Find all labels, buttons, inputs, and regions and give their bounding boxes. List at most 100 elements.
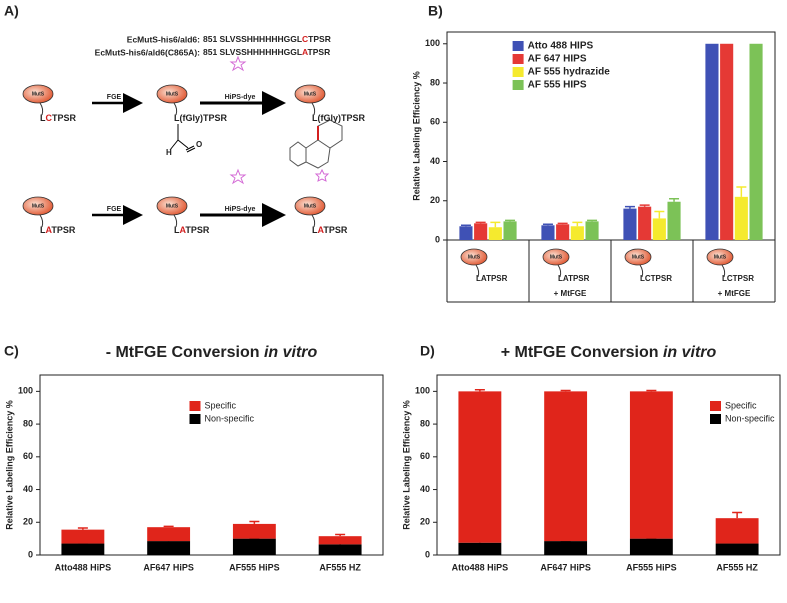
error-bar <box>654 210 665 219</box>
error-bar <box>587 219 598 222</box>
linker <box>173 214 178 228</box>
x-tick-label: AF647 HiPS <box>143 562 194 572</box>
muts-icon <box>22 196 54 216</box>
linker <box>39 214 44 228</box>
legend-swatch <box>512 54 524 64</box>
error-bar <box>474 388 485 392</box>
bar <box>720 43 734 240</box>
linker <box>39 102 44 116</box>
label-part: L <box>174 225 180 235</box>
y-tick-label: 80 <box>23 418 33 428</box>
error-bar <box>732 511 743 519</box>
x-tick-label: LCTPSR <box>722 274 754 283</box>
bar-segment <box>318 536 362 545</box>
bar-segment <box>61 529 105 544</box>
reagent-label: HiPS-dye <box>225 206 256 213</box>
y-tick-label: 0 <box>28 549 33 559</box>
muts-icon <box>22 84 54 104</box>
bar <box>667 201 681 240</box>
bar-segment <box>232 538 276 555</box>
y-tick-label: 40 <box>420 484 430 494</box>
label-part: TPSR <box>308 34 331 44</box>
muts-label: MutS <box>32 203 45 209</box>
x-tick-label: AF555 HiPS <box>626 562 677 572</box>
title-emphasis: in vitro <box>264 344 318 361</box>
bar-segment <box>715 518 759 544</box>
legend-label: Specific <box>205 400 237 410</box>
bar-segment <box>147 527 191 542</box>
muts-label: MutS <box>468 254 481 260</box>
chart-title: - MtFGE Conversion in vitro <box>106 344 318 361</box>
muts-label: MutS <box>632 254 645 260</box>
legend-swatch <box>512 41 524 51</box>
title-text: - MtFGE Conversion <box>106 344 260 361</box>
x-tick-label: AF555 HZ <box>716 562 758 572</box>
muts-label: MutS <box>166 91 179 97</box>
bar-segment <box>61 543 105 555</box>
dye-star <box>229 55 247 72</box>
legend-swatch <box>710 414 721 424</box>
muts-label: MutS <box>714 254 727 260</box>
chart-title: + MtFGE Conversion in vitro <box>501 344 717 361</box>
bar-segment <box>629 538 673 555</box>
enzyme-label: FGE <box>107 206 122 213</box>
error-bar <box>560 389 571 392</box>
linker <box>475 264 480 278</box>
bar-segment <box>544 391 588 542</box>
atom-label: H <box>166 148 172 157</box>
bar-segment <box>544 541 588 555</box>
bar <box>623 208 637 240</box>
muts-icon <box>294 84 326 104</box>
label-part: 851 SLVSSHHHHHHGGL <box>203 34 302 44</box>
scheme <box>92 55 343 227</box>
label-part: A <box>180 225 187 235</box>
x-tick-label: AF647 HiPS <box>540 562 591 572</box>
muts-icon <box>156 84 188 104</box>
bar-segment <box>458 542 502 555</box>
linker <box>557 264 562 278</box>
label-part: L <box>40 113 46 123</box>
title-text: + MtFGE Conversion <box>501 344 659 361</box>
error-bar <box>736 186 747 197</box>
category-note: + MtFGE <box>554 289 587 298</box>
muts-label: MutS <box>166 203 179 209</box>
legend-swatch <box>189 401 201 411</box>
y-tick-label: 100 <box>415 386 430 396</box>
y-tick-label: 20 <box>23 517 33 527</box>
label-part: L <box>312 225 318 235</box>
y-tick-label: 80 <box>430 77 440 87</box>
error-bar <box>669 198 680 202</box>
x-tick-label: LATPSR <box>558 274 590 283</box>
label: L(fGly)TPSR <box>312 113 365 123</box>
label-part: TPSR <box>51 225 76 235</box>
muts-label: MutS <box>550 254 563 260</box>
y-tick-label: 40 <box>430 156 440 166</box>
label-part: 851 SLVSSHHHHHHGGL <box>203 47 302 57</box>
legend-label: Atto 488 HIPS <box>528 41 594 52</box>
label: LCTPSR <box>40 113 77 123</box>
label: LATPSR <box>40 225 76 235</box>
error-bar <box>542 223 553 226</box>
panel-label: B) <box>428 3 443 19</box>
bar <box>488 227 502 240</box>
label-part: TPSR <box>323 225 348 235</box>
label-part: C <box>46 113 53 123</box>
aldehyde-bonds <box>169 124 196 153</box>
y-axis-label: Relative Labeling Efficiency % <box>411 71 421 201</box>
muts-label: MutS <box>32 91 45 97</box>
bar <box>474 223 488 240</box>
y-tick-label: 0 <box>425 549 430 559</box>
legend-swatch <box>710 401 721 411</box>
error-bar <box>490 221 501 228</box>
label: L(fGly)TPSR <box>174 113 227 123</box>
label-part: A <box>46 225 53 235</box>
bar <box>749 43 763 240</box>
label-part: L(fGly)TPSR <box>174 113 227 123</box>
legend-label: AF 555 hydrazide <box>528 67 611 78</box>
bar-segment <box>629 391 673 539</box>
bar <box>459 226 473 240</box>
y-axis-label: Relative Labeling Efficiency % <box>4 400 14 530</box>
y-tick-label: 20 <box>430 195 440 205</box>
error-bar <box>557 222 568 225</box>
plot-frame <box>39 374 384 556</box>
